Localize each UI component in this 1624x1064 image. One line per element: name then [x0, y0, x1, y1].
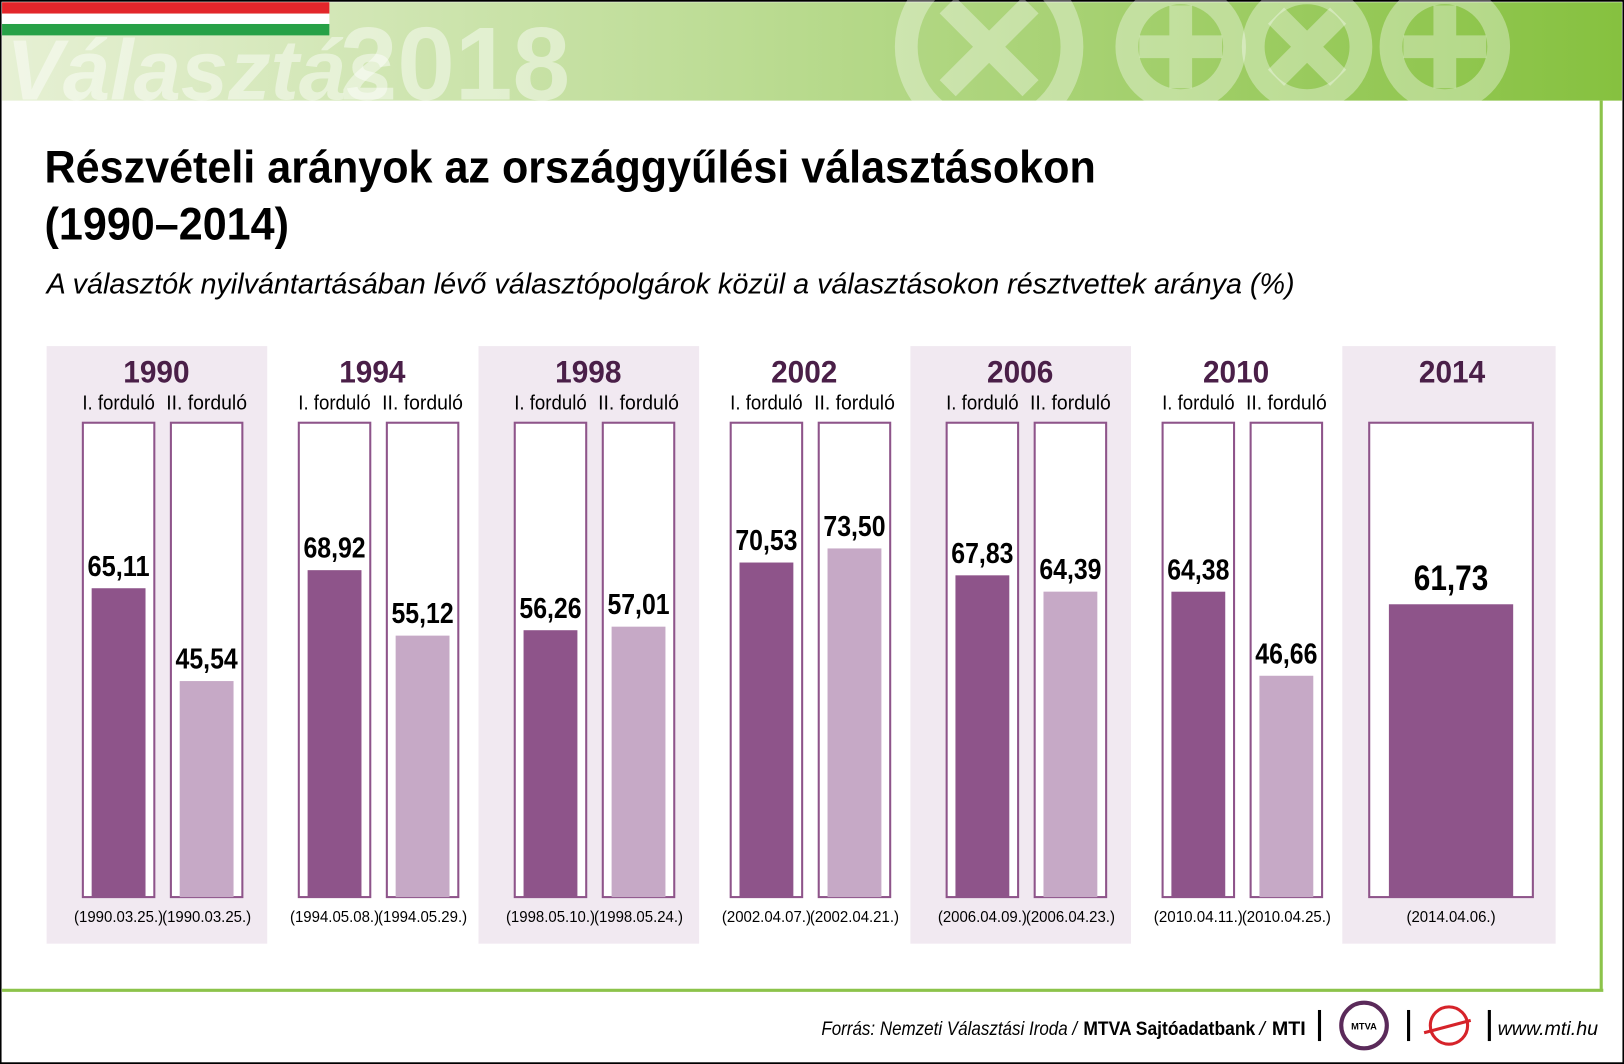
value-label: 65,11 [88, 551, 150, 583]
chart-title: (1990–2014) [45, 198, 289, 249]
value-label: 57,01 [607, 589, 669, 621]
bar [611, 626, 666, 898]
value-label: 68,92 [303, 533, 365, 565]
value-label: 55,12 [392, 598, 454, 630]
footer: Forrás: Nemzeti Választási Iroda / MTVA … [821, 1000, 1599, 1051]
value-label: 67,83 [951, 538, 1013, 570]
date-label: (2002.04.21.) [810, 909, 899, 926]
logo-mtva [1339, 1000, 1389, 1051]
year-label: 1998 [555, 354, 621, 389]
round-label: II. forduló [382, 391, 463, 414]
date-label: (1994.05.29.) [378, 909, 467, 926]
year-label: 2014 [1419, 354, 1486, 389]
source-bank: MTVA Sajtóadatbank [1083, 1018, 1255, 1040]
year-label: 2002 [771, 354, 837, 389]
value-label: 64,39 [1039, 554, 1101, 586]
bar [739, 562, 794, 898]
date-label: (1990.03.25.) [74, 909, 163, 926]
bar [955, 575, 1010, 898]
source-sep: / [1257, 1018, 1267, 1040]
logo-mti [1428, 1005, 1470, 1046]
bar [1043, 591, 1098, 898]
date-label: (2006.04.23.) [1026, 909, 1115, 926]
value-label: 64,38 [1167, 554, 1229, 586]
bar [395, 635, 450, 898]
value-label: 45,54 [176, 644, 238, 676]
flag-red [2, 2, 330, 14]
bar [1259, 675, 1314, 898]
round-label: II. forduló [1246, 391, 1327, 414]
round-label: I. forduló [514, 391, 587, 414]
bar [307, 570, 362, 898]
flag-green [2, 23, 330, 36]
value-label: 73,50 [823, 511, 885, 543]
logo-text: MTVA [1351, 1022, 1377, 1032]
banner-symbols [894, 0, 1511, 141]
date-label: (2006.04.09.) [938, 909, 1027, 926]
bar [827, 548, 882, 898]
date-label: (1994.05.08.) [290, 909, 379, 926]
round-label: II. forduló [598, 391, 679, 414]
round-label: I. forduló [82, 391, 154, 414]
date-label: (2002.04.07.) [722, 909, 811, 926]
round-label: I. forduló [1162, 391, 1235, 414]
date-label: (1998.05.24.) [594, 909, 683, 926]
url: www.mti.hu [1498, 1018, 1599, 1040]
year-label: 2006 [987, 354, 1053, 389]
flag-white [2, 13, 330, 24]
round-label: I. forduló [298, 391, 371, 414]
value-label: 70,53 [735, 525, 797, 557]
date-label: (2010.04.11.) [1154, 909, 1243, 926]
logo-mti [1423, 1018, 1472, 1035]
banner-year: 2018 [340, 6, 570, 122]
date-label: (1998.05.10.) [506, 909, 595, 926]
bar [1388, 604, 1514, 898]
value-label: 56,26 [519, 593, 581, 625]
round-label: II. forduló [814, 391, 895, 414]
chart-title: Részvételi arányok az országgyűlési vála… [45, 141, 1096, 192]
source-mti: MTI [1272, 1018, 1306, 1040]
bar [91, 588, 146, 898]
year-label: 1990 [123, 354, 189, 389]
value-label: 61,73 [1414, 559, 1489, 598]
year-label: 2010 [1203, 354, 1269, 389]
year-label: 1994 [339, 354, 406, 389]
round-label: II. forduló [1030, 391, 1111, 414]
date-label: (1990.03.25.) [162, 909, 251, 926]
date-label: (2014.04.06.) [1407, 909, 1496, 926]
banner-word: Választás [6, 23, 393, 118]
bar [179, 681, 234, 898]
bar [523, 630, 578, 898]
source: Forrás: Nemzeti Választási Iroda / [821, 1018, 1079, 1040]
bar [1171, 591, 1226, 898]
round-label: I. forduló [946, 391, 1019, 414]
date-label: (2010.04.25.) [1242, 909, 1331, 926]
round-label: I. forduló [730, 391, 803, 414]
round-label: II. forduló [166, 391, 247, 414]
chart-subtitle: A választók nyilvántartásában lévő válas… [45, 268, 1295, 300]
value-label: 46,66 [1255, 638, 1317, 670]
